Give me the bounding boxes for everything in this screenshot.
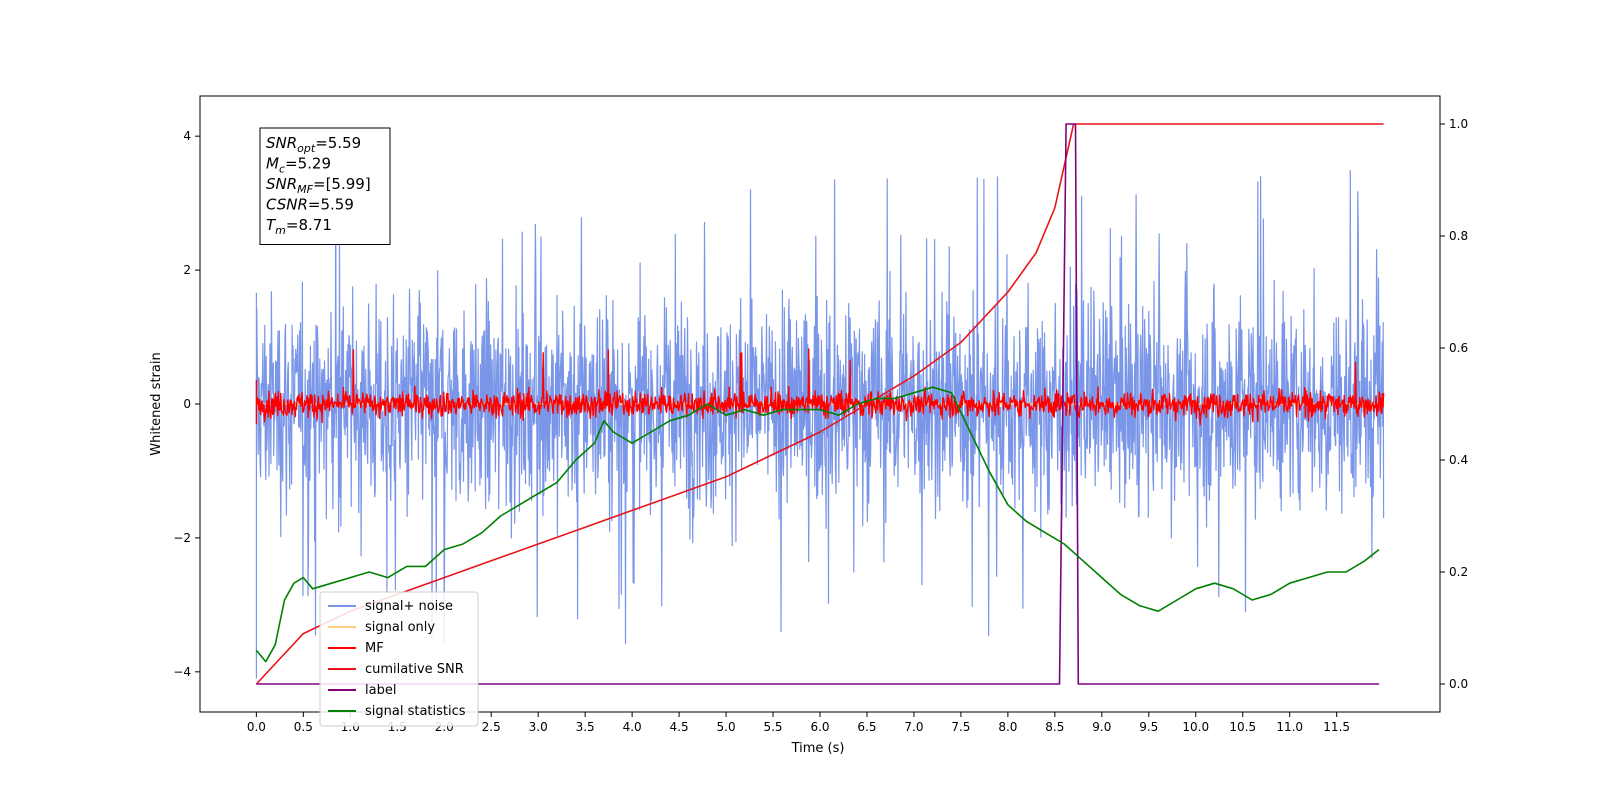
series-mf xyxy=(255,348,1385,426)
y-right-tick-label: 0.0 xyxy=(1449,677,1468,691)
legend-label: label xyxy=(365,683,396,698)
x-tick-label: 7.5 xyxy=(951,720,970,734)
x-tick-label: 9.0 xyxy=(1092,720,1111,734)
y-left-tick-label: 2 xyxy=(183,263,191,277)
x-tick-label: 7.0 xyxy=(904,720,923,734)
series-signal-statistics xyxy=(255,386,1380,663)
annotation-box-frame xyxy=(259,127,391,245)
y-axis-right: 1.0 0.8 0.6 0.4 0.2 0.0 xyxy=(1440,117,1468,691)
x-tick-label: 9.5 xyxy=(1139,720,1158,734)
x-tick-label: 10.0 xyxy=(1182,720,1209,734)
legend-label: MF xyxy=(365,641,384,656)
series-label xyxy=(256,123,1379,685)
x-tick-label: 11.0 xyxy=(1276,720,1303,734)
x-tick-label: 3.5 xyxy=(576,720,595,734)
y-axis-left: 4 2 0 −2 −4 xyxy=(173,129,200,679)
legend-label: signal statistics xyxy=(365,704,466,719)
x-tick-label: 2.5 xyxy=(482,720,501,734)
legend-label: signal+ noise xyxy=(365,599,453,614)
x-tick-label: 11.5 xyxy=(1323,720,1350,734)
x-axis-label: Time (s) xyxy=(791,741,845,756)
x-tick-label: 6.5 xyxy=(857,720,876,734)
x-tick-label: 5.5 xyxy=(763,720,782,734)
legend-label: signal only xyxy=(365,620,435,635)
y-right-tick-label: 0.8 xyxy=(1449,229,1468,243)
annotation-line: SNRMF=[5.99] xyxy=(266,175,371,196)
annotation-line: Tm=8.71 xyxy=(266,216,332,237)
x-tick-label: 4.5 xyxy=(670,720,689,734)
legend: signal+ noise signal only MF cumilative SNR… xyxy=(319,591,479,727)
legend-label: cumilative SNR xyxy=(365,662,464,677)
annotation-line: CSNR=5.59 xyxy=(266,196,354,214)
y-right-tick-label: 1.0 xyxy=(1449,117,1468,131)
x-tick-label: 6.0 xyxy=(810,720,829,734)
x-tick-label: 3.0 xyxy=(529,720,548,734)
x-tick-label: 4.0 xyxy=(623,720,642,734)
x-tick-label: 8.0 xyxy=(998,720,1017,734)
x-tick-label: 5.0 xyxy=(717,720,736,734)
x-tick-label: 0.0 xyxy=(247,720,266,734)
annotation-line: Mc=5.29 xyxy=(266,155,331,176)
y-right-tick-label: 0.6 xyxy=(1449,341,1468,355)
x-tick-label: 10.5 xyxy=(1229,720,1256,734)
y-left-tick-label: −4 xyxy=(173,665,191,679)
y-right-tick-label: 0.4 xyxy=(1449,453,1468,467)
annotation-line: SNRopt=5.59 xyxy=(266,134,361,155)
y-axis-label: Whitened strain xyxy=(149,352,164,455)
legend-frame xyxy=(319,591,479,727)
y-left-tick-label: −2 xyxy=(173,531,191,545)
x-tick-label: 8.5 xyxy=(1045,720,1064,734)
series-cumilative-snr xyxy=(255,123,1384,685)
y-left-tick-label: 4 xyxy=(183,129,191,143)
series-layer xyxy=(255,123,1385,685)
y-left-tick-label: 0 xyxy=(183,397,191,411)
x-tick-label: 0.5 xyxy=(294,720,313,734)
y-right-tick-label: 0.2 xyxy=(1449,565,1468,579)
